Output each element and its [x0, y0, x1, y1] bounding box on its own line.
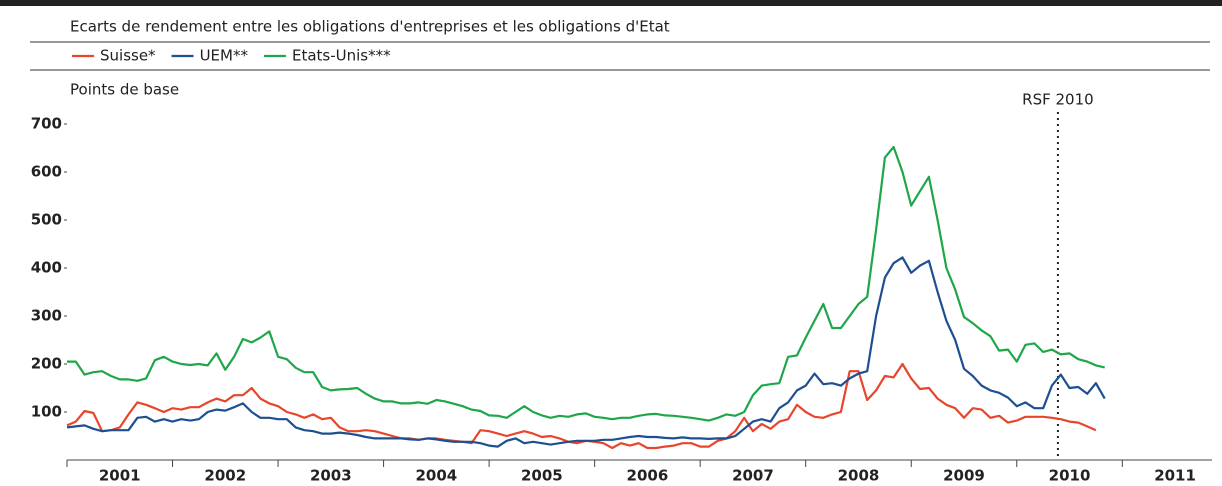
- x-tick-label: 2007: [732, 467, 774, 485]
- y-tick-label: 200: [31, 355, 62, 373]
- series-line: [67, 145, 1105, 422]
- x-tick-label: 2002: [204, 467, 246, 485]
- y-tick-label: 100: [31, 403, 62, 421]
- chart-title: Ecarts de rendement entre les obligation…: [70, 18, 670, 36]
- annotation: RSF 2010: [1022, 91, 1094, 109]
- x-tick-label: 2004: [415, 467, 457, 485]
- x-tick-label: 2005: [521, 467, 563, 485]
- legend-label: Suisse*: [100, 47, 156, 65]
- legend-label: Etats-Unis***: [292, 47, 391, 65]
- y-tick-label: 600: [31, 163, 62, 181]
- x-tick-label: 2009: [943, 467, 985, 485]
- x-tick-label: 2001: [99, 467, 141, 485]
- y-tick-label: 500: [31, 211, 62, 229]
- series-line: [66, 256, 1106, 448]
- y-tick-label: 400: [31, 259, 62, 277]
- x-tick-label: 2006: [627, 467, 669, 485]
- x-tick-label: 2008: [838, 467, 880, 485]
- y-tick-label: 300: [31, 307, 62, 325]
- top-bar: [0, 0, 1222, 6]
- x-tick-label: 2011: [1154, 467, 1196, 485]
- x-tick-label: 2003: [310, 467, 352, 485]
- x-tick-label: 2010: [1049, 467, 1091, 485]
- series-line: [66, 362, 1097, 450]
- legend-label: UEM**: [200, 47, 249, 65]
- y-tick-label: 700: [31, 115, 62, 133]
- y-axis-label: Points de base: [70, 81, 179, 99]
